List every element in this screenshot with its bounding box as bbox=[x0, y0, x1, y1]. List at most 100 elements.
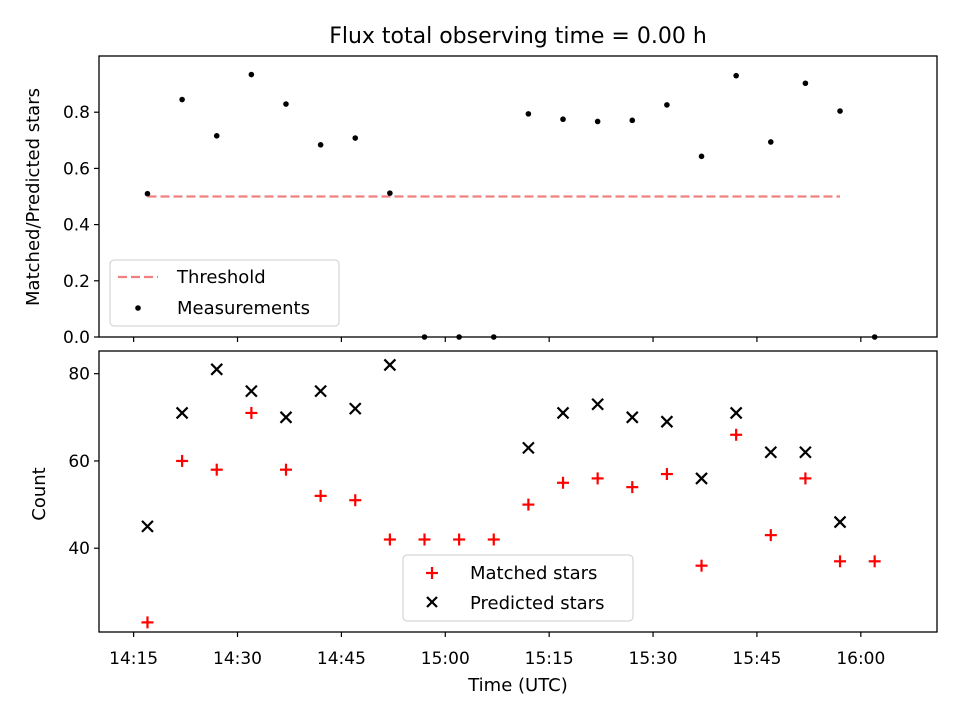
measurement-point bbox=[317, 141, 324, 148]
predicted-star-marker bbox=[729, 406, 743, 420]
measurements-legend-label: Measurements bbox=[177, 298, 310, 319]
top-y-tick-label: 0.2 bbox=[63, 272, 90, 292]
matched-star-marker bbox=[557, 476, 570, 489]
predicted-star-d2 bbox=[279, 411, 293, 424]
matched-star-marker bbox=[764, 529, 777, 542]
predicted-star-d2 bbox=[522, 441, 535, 455]
x-tick-label: 15:30 bbox=[629, 649, 678, 669]
matched-star-marker bbox=[245, 406, 258, 419]
predicted-star-d2 bbox=[245, 384, 258, 398]
x-tick-label: 14:45 bbox=[317, 649, 366, 669]
predicted-star-d2 bbox=[556, 406, 570, 420]
top-y-tick-label: 0.4 bbox=[63, 216, 90, 236]
matched-star-marker bbox=[176, 454, 189, 467]
predicted-star-marker bbox=[660, 415, 674, 428]
matched-star-marker bbox=[383, 533, 396, 546]
bottom-legend-box bbox=[402, 554, 634, 622]
matched-star-marker bbox=[660, 468, 673, 481]
chart-title: Flux total observing time = 0.00 h bbox=[329, 24, 707, 49]
matched-star-marker bbox=[487, 533, 500, 546]
bottom-plot-area bbox=[141, 358, 881, 629]
top-y-tick-label: 0.6 bbox=[63, 159, 90, 179]
predicted-star-marker bbox=[383, 358, 397, 372]
predicted-star-marker bbox=[591, 397, 604, 411]
predicted-star-d2 bbox=[729, 406, 743, 420]
x-tick-label: 15:15 bbox=[525, 649, 574, 669]
matched-star-marker bbox=[868, 555, 881, 568]
matched-legend-label: Matched stars bbox=[470, 563, 597, 584]
matched-star-marker bbox=[314, 489, 327, 502]
measurement-point bbox=[387, 190, 393, 196]
predicted-star-d2 bbox=[210, 363, 224, 376]
top-panel: 0.00.20.40.60.8 Matched/Predicted stars … bbox=[23, 55, 938, 348]
predicted-star-marker bbox=[556, 406, 570, 420]
x-tick-label: 15:00 bbox=[421, 649, 470, 669]
measurement-point bbox=[629, 117, 636, 124]
x-tick-label: 14:15 bbox=[109, 649, 158, 669]
predicted-star-marker bbox=[522, 441, 535, 455]
predicted-star-marker bbox=[141, 520, 154, 533]
measurement-point bbox=[248, 71, 255, 78]
top-plot-area bbox=[144, 71, 878, 340]
matched-star-marker bbox=[522, 498, 535, 511]
measurement-point bbox=[594, 118, 601, 125]
measurements-legend-swatch bbox=[135, 305, 141, 311]
matched-star-marker bbox=[591, 472, 604, 485]
predicted-star-d2 bbox=[314, 384, 327, 398]
matched-star-marker bbox=[730, 428, 743, 441]
predicted-star-marker bbox=[695, 472, 708, 485]
top-legend-box bbox=[109, 259, 340, 327]
matched-star-marker bbox=[799, 472, 812, 485]
predicted-star-d2 bbox=[660, 415, 674, 428]
top-y-tick-label: 0.0 bbox=[63, 328, 90, 348]
predicted-star-d2 bbox=[695, 472, 708, 485]
matched-star-marker bbox=[418, 533, 431, 546]
predicted-star-marker bbox=[799, 445, 812, 459]
predicted-star-d2 bbox=[591, 397, 604, 411]
top-y-tick-label: 0.8 bbox=[63, 103, 90, 123]
predicted-star-d2 bbox=[175, 406, 189, 420]
predicted-star-marker bbox=[348, 402, 362, 415]
predicted-star-marker bbox=[245, 384, 258, 398]
predicted-star-marker bbox=[625, 411, 639, 424]
measurement-point bbox=[352, 135, 359, 141]
predicted-star-d2 bbox=[625, 411, 639, 424]
measurement-point bbox=[283, 101, 289, 107]
predicted-star-marker bbox=[279, 411, 293, 424]
matched-star-marker bbox=[453, 533, 466, 546]
matched-star-marker bbox=[141, 616, 154, 629]
matched-star-marker bbox=[210, 463, 223, 476]
bot-y-tick-label: 60 bbox=[68, 452, 90, 472]
bottom-legend: Matched stars Predicted stars bbox=[402, 554, 634, 622]
predicted-star-marker bbox=[175, 406, 189, 420]
predicted-star-d2 bbox=[348, 402, 362, 415]
predicted-star-marker bbox=[833, 515, 847, 529]
measurement-point bbox=[213, 133, 220, 139]
measurement-point bbox=[179, 96, 185, 103]
top-y-axis-label: Matched/Predicted stars bbox=[23, 88, 44, 306]
measurement-point bbox=[802, 80, 809, 87]
predicted-star-d2 bbox=[833, 515, 847, 529]
matched-star-marker bbox=[626, 481, 639, 494]
measurement-point bbox=[525, 111, 532, 117]
bottom-y-axis-label: Count bbox=[29, 467, 50, 520]
measurement-point bbox=[664, 102, 670, 108]
matched-star-marker bbox=[834, 555, 847, 568]
predicted-star-marker bbox=[210, 363, 224, 376]
measurement-point bbox=[837, 108, 843, 114]
predicted-legend-label: Predicted stars bbox=[470, 593, 604, 614]
predicted-star-marker bbox=[314, 384, 327, 398]
bottom-x-ticks: 14:15 14:30 14:45 15:00 15:15 15:30 15:45 16:00 bbox=[109, 632, 885, 669]
top-legend: Threshold Measurements bbox=[109, 259, 340, 327]
measurement-point bbox=[560, 116, 566, 123]
predicted-star-d2 bbox=[383, 358, 397, 372]
predicted-star-marker bbox=[764, 445, 778, 459]
matched-star-marker bbox=[695, 559, 708, 572]
measurement-point bbox=[144, 190, 151, 197]
x-axis-label: Time (UTC) bbox=[467, 675, 568, 696]
x-tick-label: 15:45 bbox=[732, 649, 781, 669]
matched-star-marker bbox=[349, 494, 362, 507]
top-x-ticks bbox=[133, 337, 862, 342]
threshold-legend-label: Threshold bbox=[176, 267, 266, 288]
